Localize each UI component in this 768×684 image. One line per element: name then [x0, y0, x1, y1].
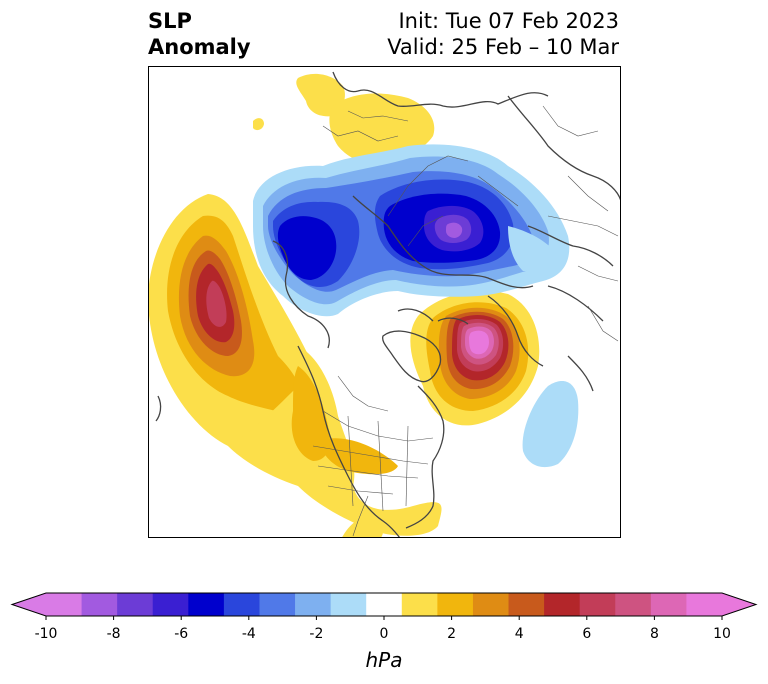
- colorbar-segment: [544, 593, 581, 616]
- border-layer: [312, 105, 619, 537]
- init-date-label: Init: Tue 07 Feb 2023: [398, 9, 619, 33]
- colorbar-segment: [152, 593, 189, 616]
- colorbar-tick-label: 10: [713, 626, 731, 642]
- colorbar-segment: [472, 593, 510, 616]
- colorbar-ticks: -10 -8 -6 -4 -2 0 2 4 6 8 10: [35, 616, 731, 642]
- colorbar-segment: [615, 593, 652, 616]
- colorbar-tick-label: 8: [650, 626, 659, 642]
- colorbar-tick-label: -10: [35, 626, 58, 642]
- colorbar-segment: [366, 593, 403, 616]
- colorbar-extend-high: [722, 593, 756, 616]
- colorbar: -10 -8 -6 -4 -2 0 2 4 6 8 10 hPa: [10, 592, 758, 672]
- colorbar-segment: [223, 593, 260, 616]
- title-dates: Init: Tue 07 Feb 2023 Valid: 25 Feb – 10…: [387, 8, 619, 60]
- title-variable: SLP Anomaly: [148, 8, 251, 60]
- colorbar-segment: [46, 593, 83, 616]
- colorbar-tick-label: 4: [515, 626, 524, 642]
- colorbar-fills: [10, 592, 758, 617]
- colorbar-segment: [401, 593, 438, 616]
- colorbar-segment: [188, 593, 225, 616]
- colorbar-segment: [330, 593, 367, 616]
- europe-positive-anomaly: [253, 73, 435, 163]
- colorbar-unit-label: hPa: [366, 648, 403, 672]
- valid-date-label: Valid: 25 Feb – 10 Mar: [387, 35, 619, 59]
- slp-anomaly-map: [148, 66, 621, 538]
- colorbar-tick-label: -4: [242, 626, 256, 642]
- colorbar-segment: [81, 593, 118, 616]
- colorbar-segment: [686, 593, 723, 616]
- colorbar-extend-low: [12, 593, 46, 616]
- colorbar-tick-label: 2: [447, 626, 456, 642]
- colorbar-segment: [259, 593, 296, 616]
- coastline-layer: [155, 71, 621, 538]
- colorbar-tick-label: -2: [309, 626, 323, 642]
- central-atlantic-negative-anomaly: [522, 381, 579, 468]
- colorbar-tick-label: -6: [174, 626, 188, 642]
- colorbar-segment: [650, 593, 687, 616]
- title-variable-line2: Anomaly: [148, 35, 251, 59]
- colorbar-segment: [579, 593, 616, 616]
- arctic-low-anomaly: [253, 144, 570, 317]
- colorbar-segment: [437, 593, 474, 616]
- north-atlantic-high-anomaly: [410, 290, 540, 426]
- colorbar-tick-label: 0: [380, 626, 389, 642]
- colorbar-segment: [117, 593, 154, 616]
- colorbar-tick-label: -8: [107, 626, 121, 642]
- colorbar-tick-label: 6: [582, 626, 591, 642]
- western-us-positive-anomaly: [228, 346, 442, 538]
- title-variable-line1: SLP: [148, 9, 192, 33]
- colorbar-segment: [508, 593, 545, 616]
- colorbar-segment: [295, 593, 332, 616]
- map-frame: [148, 66, 621, 538]
